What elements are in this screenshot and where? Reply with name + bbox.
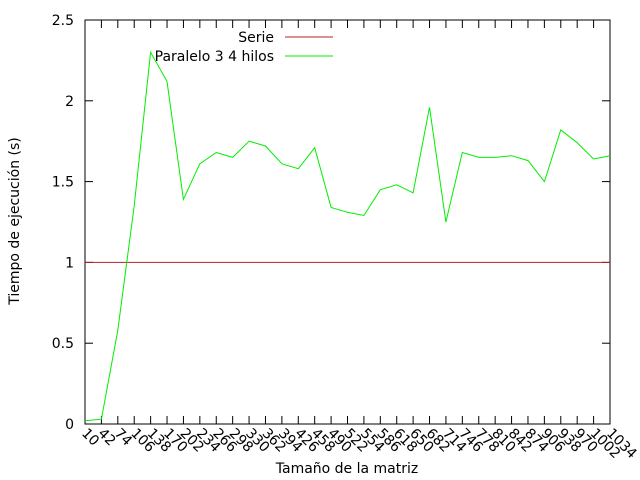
- plot-frame: [84, 19, 611, 425]
- x-axis-label: Tamaño de la matriz: [275, 461, 419, 477]
- y-tick-label: 2: [65, 94, 74, 110]
- y-axis-label: Tiempo de ejecución (s): [7, 137, 23, 306]
- legend-label-1: Paralelo 3 4 hilos: [155, 49, 274, 65]
- legend: Serie Paralelo 3 4 hilos: [155, 30, 333, 65]
- y-axis-ticks: 0 0.5 1 1.5 2 2.5: [52, 13, 610, 433]
- legend-label-0: Serie: [238, 30, 274, 46]
- series-lines: [84, 50, 611, 422]
- y-tick-label: 1: [65, 255, 74, 271]
- y-tick-label: 1.5: [52, 175, 74, 191]
- y-tick-label: 0.5: [52, 336, 74, 352]
- series-line-1: [84, 50, 611, 422]
- y-tick-label: 2.5: [52, 13, 74, 29]
- x-axis-ticks: 1042741061381702022342662983303623944264…: [78, 20, 640, 462]
- y-tick-label: 0: [65, 417, 74, 433]
- plot-border: [84, 19, 611, 425]
